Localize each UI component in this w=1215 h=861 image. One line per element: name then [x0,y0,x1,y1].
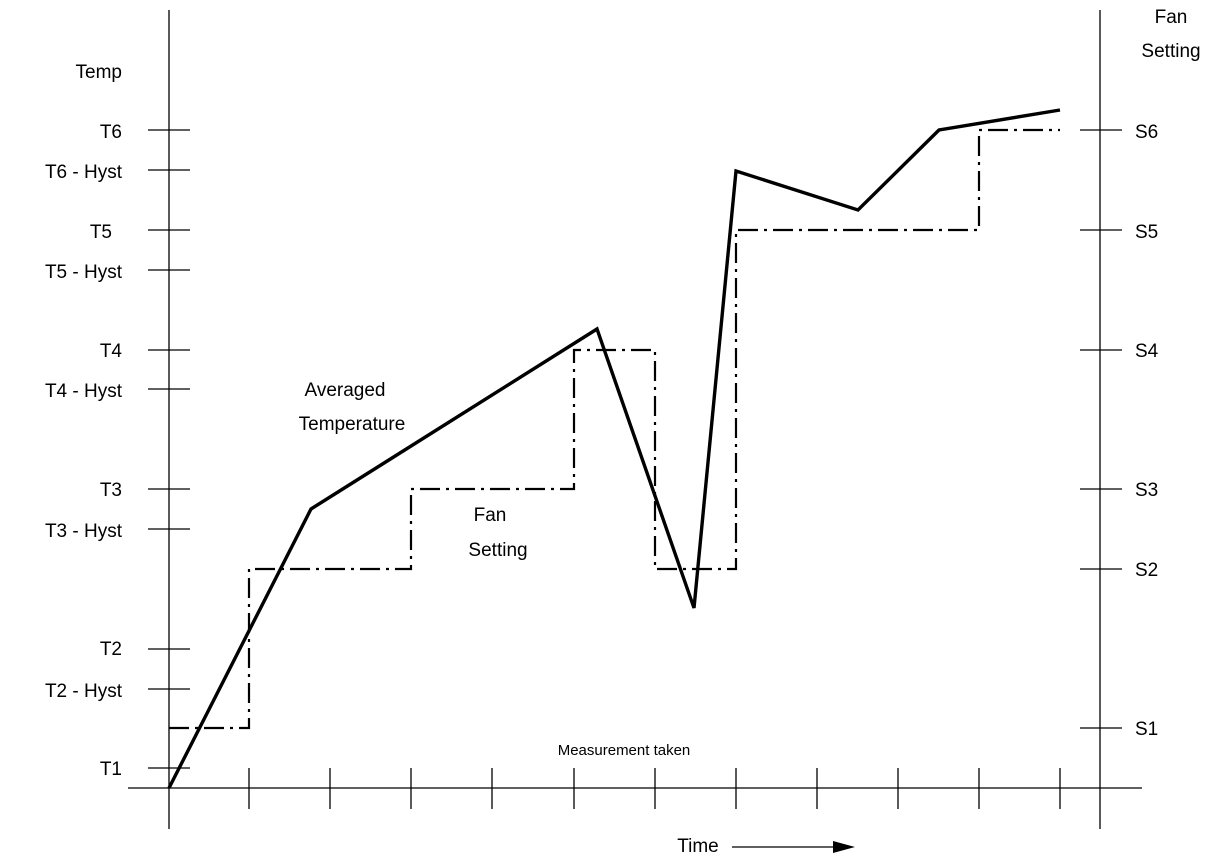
x-axis-label: Time [677,836,719,857]
temp-curve-label-line2: Temperature [299,414,406,435]
right-axis-labels: Fan Setting S1 S2 S3 S4 S5 S6 [1135,7,1201,740]
left-axis-labels: Temp T1 T2 - Hyst T2 T3 - Hyst T3 T4 - H… [45,62,123,780]
fan-curve-label-line1: Fan [474,505,507,526]
tick-label-s6: S6 [1135,122,1158,143]
right-axis-ticks [1080,129,1122,729]
x-axis-ticks [248,768,1061,809]
tick-label-t6: T6 [100,122,122,143]
right-axis-title-line1: Fan [1155,7,1188,28]
tick-label-t2: T2 [100,639,122,660]
tick-label-s4: S4 [1135,341,1159,362]
tick-label-t6-hyst: T6 - Hyst [45,162,123,183]
tick-label-t4-hyst: T4 - Hyst [45,381,123,402]
fan-setting-series [169,128,1060,730]
temp-curve-label-line1: Averaged [305,380,386,401]
averaged-temperature-series [167,108,1061,789]
tick-label-s2: S2 [1135,560,1158,581]
tick-label-t1: T1 [100,759,122,780]
left-axis-ticks [148,129,190,769]
tick-label-t4: T4 [100,341,123,362]
left-axis-title: Temp [76,62,122,83]
tick-label-s5: S5 [1135,222,1158,243]
tick-label-t3: T3 [100,480,122,501]
measurement-taken-label: Measurement taken [558,742,691,759]
tick-label-s1: S1 [1135,719,1158,740]
tick-label-s3: S3 [1135,480,1158,501]
right-axis-title-line2: Setting [1141,41,1200,62]
tick-label-t5-hyst: T5 - Hyst [45,262,123,283]
time-arrow-icon [732,841,855,853]
fan-curve-label-line2: Setting [468,540,527,561]
tick-label-t5: T5 [90,222,112,243]
tick-label-t3-hyst: T3 - Hyst [45,521,123,542]
tick-label-t2-hyst: T2 - Hyst [45,681,123,702]
